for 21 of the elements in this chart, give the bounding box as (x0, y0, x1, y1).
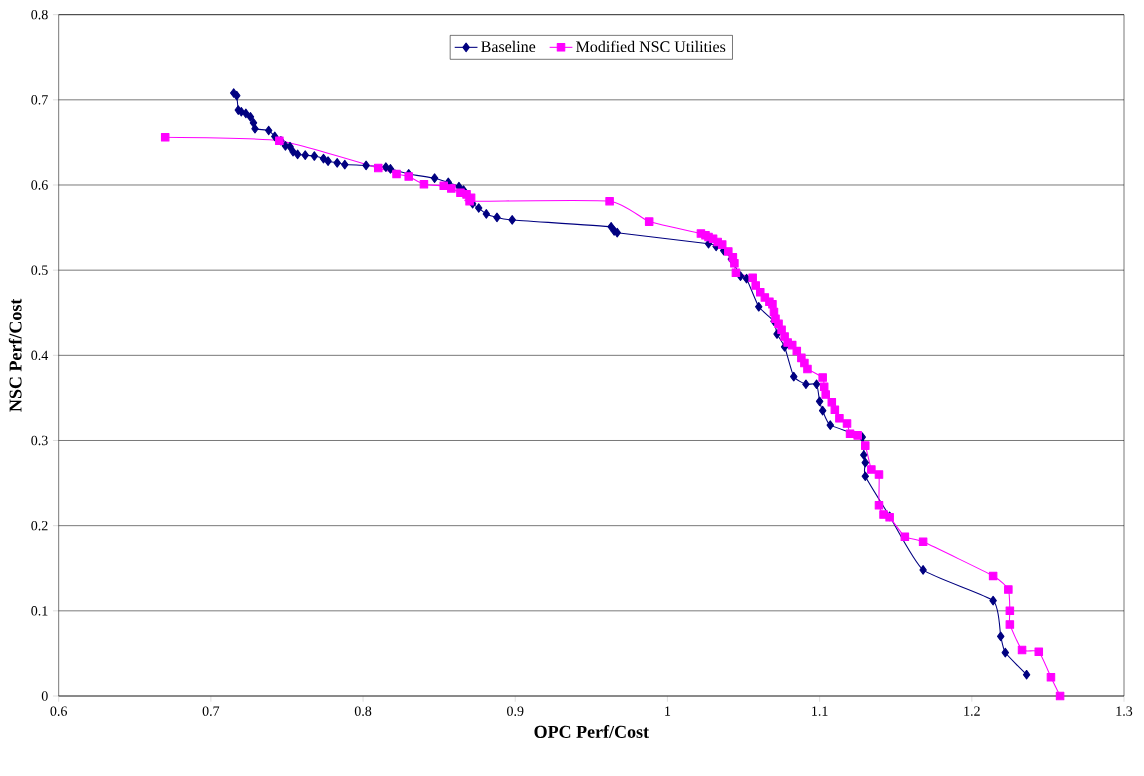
y-tick-label: 0.6 (31, 180, 48, 190)
y-axis-title: NSC Perf/Cost (8, 298, 22, 412)
x-tick-label: 1.2 (964, 706, 980, 716)
x-tick-label: 0.7 (202, 706, 220, 716)
x-tick-label: 1.3 (1116, 706, 1133, 716)
legend-label: Modified NSC Utilities (576, 40, 726, 53)
x-tick-label: 1 (665, 706, 671, 716)
y-tick-label: 0.7 (31, 95, 48, 105)
x-tick-label: 0.9 (507, 706, 524, 716)
x-tick-label: 0.6 (50, 706, 68, 716)
y-tick-label: 0.5 (31, 265, 48, 275)
y-tick-label: 0 (41, 691, 48, 701)
legend-label: Baseline (481, 40, 536, 53)
y-tick-label: 0.4 (31, 350, 49, 361)
x-tick-label: 0.8 (354, 706, 372, 716)
x-tick-label: 1.1 (812, 706, 828, 716)
y-tick-label: 0.2 (31, 520, 48, 531)
y-tick-label: 0.8 (31, 9, 48, 20)
y-tick-label: 0.3 (31, 435, 48, 446)
y-tick-label: 0.1 (31, 606, 48, 616)
x-axis-title: OPC Perf/Cost (534, 725, 649, 738)
